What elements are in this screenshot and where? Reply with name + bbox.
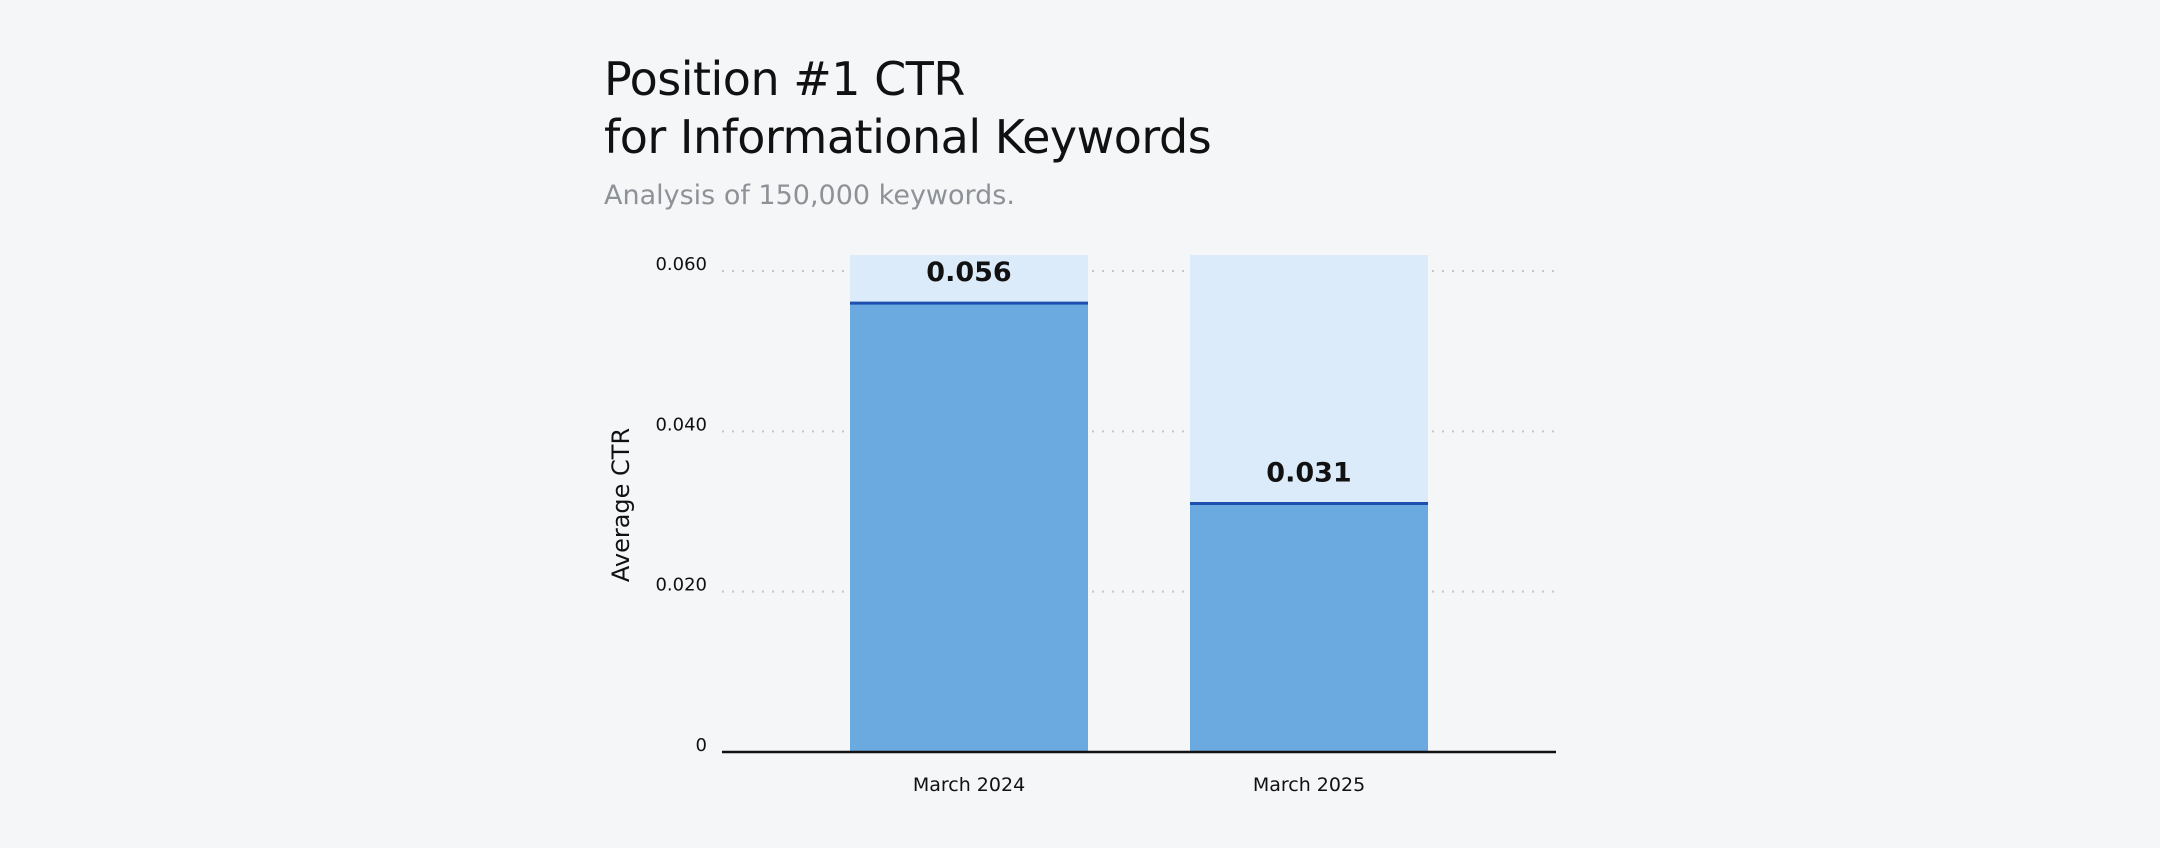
y-tick-label-2: 0.040 [655,414,707,435]
bar-2 [1190,503,1428,752]
data-label-1: 0.056 [926,257,1011,288]
chart-title-line-2: for Informational Keywords [604,110,1212,164]
chart-subtitle: Analysis of 150,000 keywords. [604,180,1015,211]
y-axis-label: Average CTR [607,428,635,582]
chart-title-line-1: Position #1 CTR [604,52,965,106]
x-tick-label-1: March 2024 [913,774,1025,796]
y-tick-label-1: 0.020 [655,575,707,596]
y-tick-label-3: 0.060 [655,254,707,275]
chart-title: Position #1 CTR for Informational Keywor… [604,50,1212,166]
x-tick-label-2: March 2025 [1253,774,1365,796]
bar-1 [850,303,1088,752]
y-tick-label-0: 0 [696,735,707,756]
data-label-2: 0.031 [1266,458,1351,489]
